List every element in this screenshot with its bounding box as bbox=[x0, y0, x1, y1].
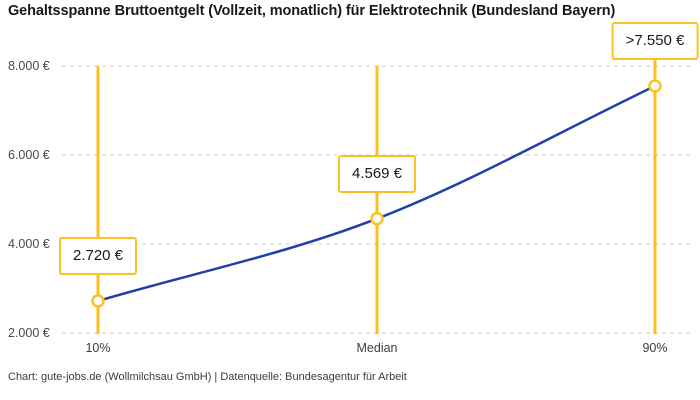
x-tick-label: 90% bbox=[642, 341, 668, 355]
value-label-box: >7.550 € bbox=[611, 22, 699, 61]
value-label-box: 4.569 € bbox=[337, 154, 417, 193]
data-point[interactable] bbox=[648, 79, 662, 93]
value-label-box: 2.720 € bbox=[58, 236, 138, 275]
data-point[interactable] bbox=[91, 294, 105, 308]
y-tick-label: 4.000 € bbox=[8, 237, 50, 251]
data-point[interactable] bbox=[370, 211, 384, 226]
y-tick-label: 6.000 € bbox=[8, 148, 50, 162]
y-tick-label: 8.000 € bbox=[8, 59, 50, 73]
y-tick-label: 2.000 € bbox=[8, 326, 50, 340]
x-tick-label: Median bbox=[356, 341, 398, 355]
x-tick-label: 10% bbox=[85, 341, 111, 355]
source-note: Chart: gute-jobs.de (Wollmilchsau GmbH) … bbox=[8, 371, 407, 383]
chart-title: Gehaltsspanne Bruttoentgelt (Vollzeit, m… bbox=[8, 3, 616, 19]
